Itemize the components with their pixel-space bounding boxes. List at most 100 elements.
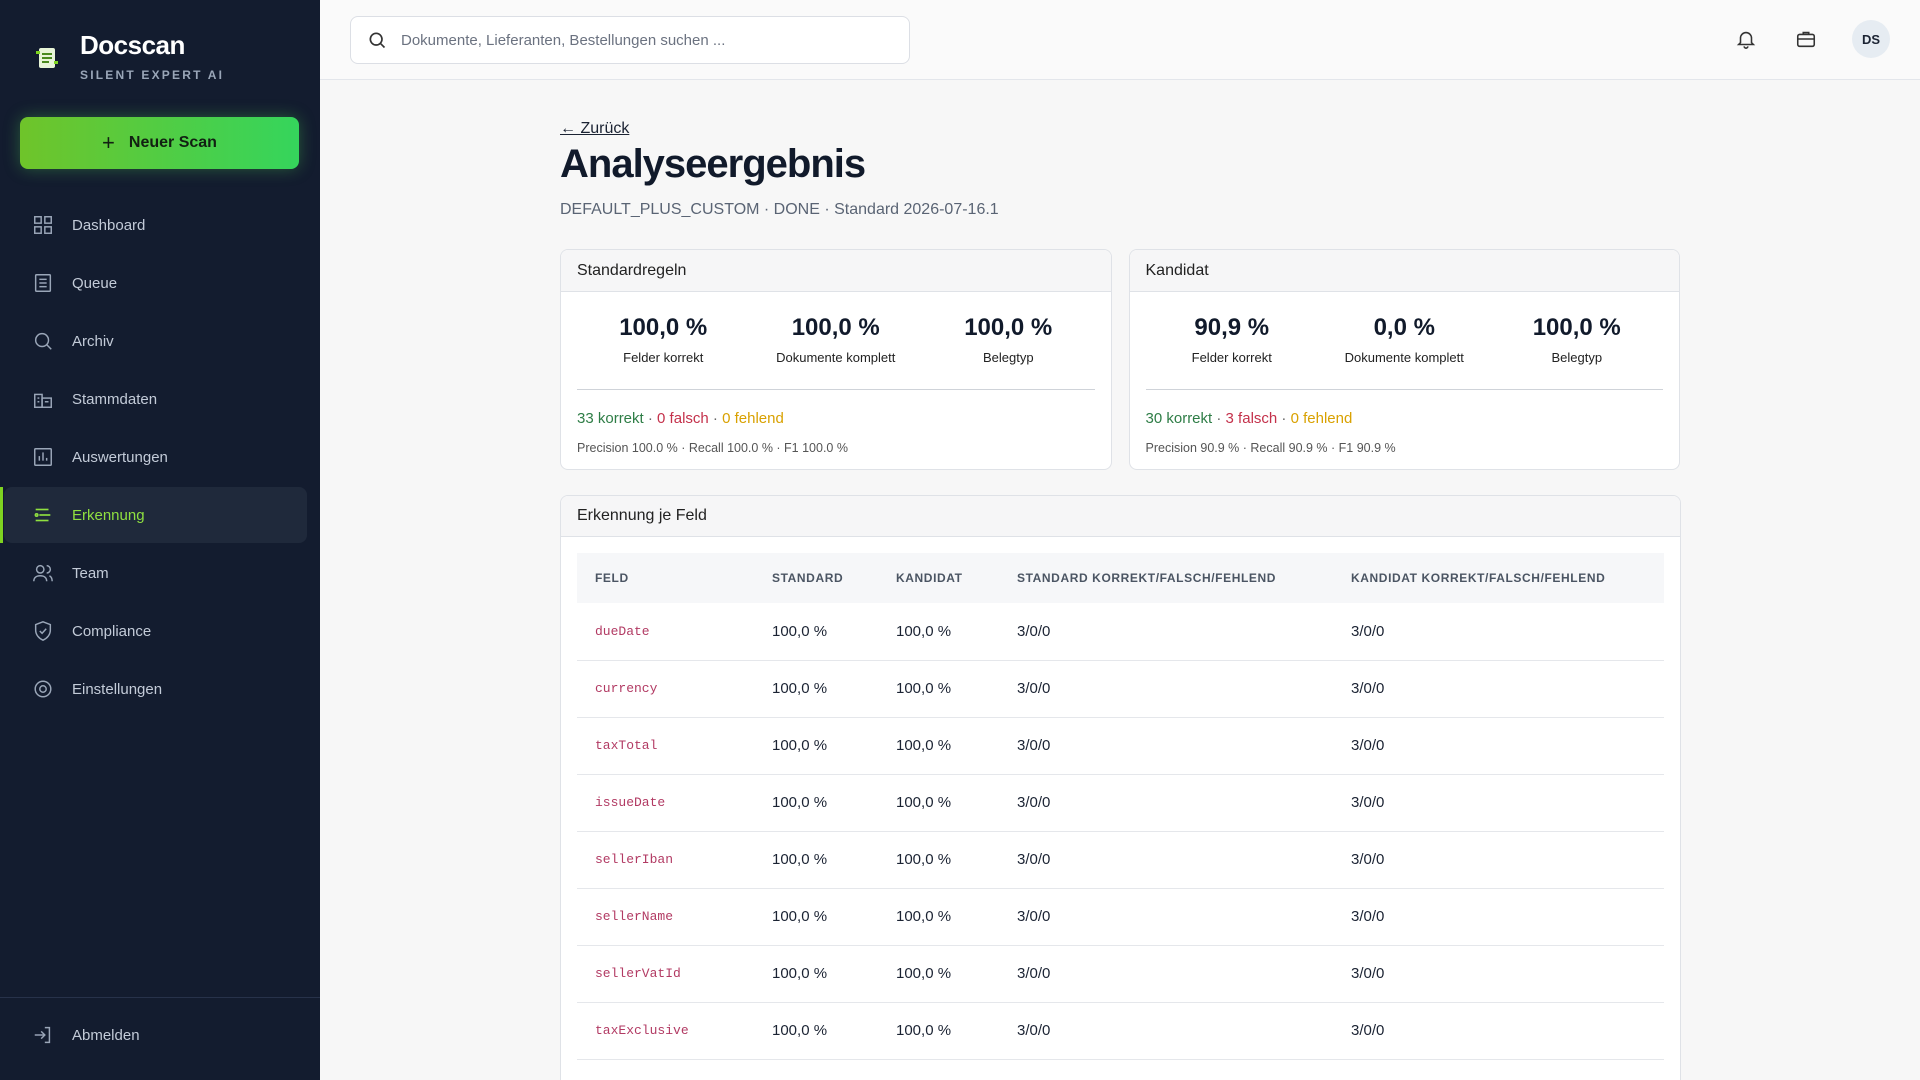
card-standardregeln: Standardregeln 100,0 % Felder korrekt 10… [560,249,1112,470]
count-missing: 0 fehlend [722,410,784,427]
brand-subtitle: SILENT EXPERT AI [80,68,225,82]
metric-value: 0,0 % [1373,314,1435,341]
table-row: sellerIban 100,0 % 100,0 % 3/0/0 3/0/0 [577,831,1664,889]
metric: 100,0 % Belegtyp [922,314,1095,389]
sidebar-item-team[interactable]: Team [4,545,307,601]
kandidat-cell: 100,0 % [878,831,999,889]
list-icon [34,274,52,292]
logout-button[interactable]: Abmelden [0,998,320,1072]
table-header-row: FELD STANDARD KANDIDAT STANDARD KORREKT/… [577,553,1664,603]
count-missing: 0 fehlend [1290,410,1353,427]
standard-counts-cell: 3/0/0 [999,603,1333,661]
chart-icon [34,448,52,466]
shield-icon [34,621,52,641]
kandidat-cell: 100,0 % [878,774,999,832]
sidebar-item-einstellungen[interactable]: Einstellungen [4,661,307,717]
kandidat-counts-cell: 3/0/0 [1333,603,1664,661]
metric-label: Felder korrekt [623,350,704,365]
column-header: STANDARD KORREKT/FALSCH/FEHLEND [999,553,1333,603]
metric-label: Felder korrekt [1191,350,1272,365]
kandidat-counts-cell: 3/0/0 [1333,717,1664,775]
card-title: Kandidat [1129,250,1679,292]
metrics-row: 100,0 % Felder korrekt 100,0 % Dokumente… [577,314,1095,390]
back-link[interactable]: ← Zurück [560,120,630,137]
sidebar-item-queue[interactable]: Queue [4,255,307,311]
sidebar-item-erkennung[interactable]: Erkennung [0,487,307,543]
column-header: KANDIDAT [878,553,999,603]
sidebar-item-label: Auswertungen [72,448,168,466]
kandidat-counts-cell: 3/0/0 [1333,945,1664,1003]
precision-recall-line: Precision 90.9 % · Recall 90.9 % · F1 90… [1145,441,1396,455]
kandidat-cell: 100,0 % [878,660,999,718]
table-row: dueDate 100,0 % 100,0 % 3/0/0 3/0/0 [577,603,1664,661]
standard-cell: 100,0 % [754,831,878,889]
metrics-row: 90,9 % Felder korrekt 0,0 % Dokumente ko… [1145,314,1664,390]
standard-counts-cell: 3/0/0 [999,888,1333,946]
topbar: DS [320,0,1920,80]
metric: 100,0 % Belegtyp [1491,314,1664,389]
count-correct: 33 korrekt [577,410,644,427]
field-name: sellerIban [577,831,754,889]
standard-cell: 100,0 % [754,1002,878,1060]
avatar[interactable]: DS [1852,20,1890,58]
logout-label: Abmelden [72,1026,140,1044]
standard-counts-cell: 3/0/0 [999,1002,1333,1060]
field-name: taxTotal [577,717,754,775]
count-correct: 30 korrekt [1145,410,1213,427]
standard-cell: 100,0 % [754,888,878,946]
sidebar-item-label: Compliance [72,622,152,640]
bell-icon[interactable] [1732,25,1760,53]
table-row: sellerName 100,0 % 100,0 % 3/0/0 3/0/0 [577,888,1664,946]
card-title: Erkennung je Feld [561,496,1680,537]
standard-cell: 100,0 % [754,660,878,718]
topbar-actions: DS [1732,20,1890,58]
sidebar-item-auswertungen[interactable]: Auswertungen [4,429,307,485]
sidebar-item-label: Erkennung [72,506,145,524]
sidebar-footer: Abmelden [0,997,320,1072]
field-name: currency [577,660,754,718]
new-scan-button[interactable]: + Neuer Scan [20,117,299,169]
sidebar-item-dashboard[interactable]: Dashboard [4,197,307,253]
standard-counts-cell: 3/0/0 [999,831,1333,889]
kandidat-cell: 100,0 % [878,603,999,661]
standard-cell: 100,0 % [754,945,878,1003]
kandidat-cell: 100,0 % [878,945,999,1003]
column-header: STANDARD [754,553,878,603]
kandidat-counts-cell: 3/0/0 [1333,888,1664,946]
users-icon [33,564,53,582]
filter-lines-icon [34,508,51,522]
kandidat-cell: 100,0 % [878,888,999,946]
main-content: ← Zurück Analyseergebnis DEFAULT_PLUS_CU… [560,120,1681,1080]
search-box[interactable] [350,16,910,64]
count-wrong: 0 falsch [657,410,709,427]
metric-value: 90,9 % [1194,314,1270,341]
metric-value: 100,0 % [1532,314,1621,341]
precision-recall-line: Precision 100.0 % · Recall 100.0 % · F1 … [577,441,848,455]
docscan-logo-icon [34,45,60,71]
metric-label: Belegtyp [1551,350,1603,365]
standard-cell: 100,0 % [754,603,878,661]
table-row: currency 100,0 % 100,0 % 3/0/0 3/0/0 [577,660,1664,718]
page-subtitle: DEFAULT_PLUS_CUSTOM · DONE · Standard 20… [560,201,999,218]
new-scan-label: Neuer Scan [128,134,217,151]
plus-icon: + [102,130,115,155]
sidebar-item-stammdaten[interactable]: Stammdaten [4,371,307,427]
standard-cell: 100,0 % [754,774,878,832]
logout-icon [34,1026,51,1044]
sidebar: Docscan SILENT EXPERT AI + Neuer Scan Da… [0,0,320,1080]
sidebar-item-archiv[interactable]: Archiv [4,313,307,369]
brand: Docscan SILENT EXPERT AI [34,28,224,82]
briefcase-icon[interactable] [1792,25,1820,53]
sidebar-item-compliance[interactable]: Compliance [4,603,307,659]
building-icon [34,393,52,408]
kandidat-counts-cell: 3/0/0 [1333,660,1664,718]
search-input[interactable] [401,31,881,49]
counts-line: 33 korrekt · 0 falsch · 0 fehlend [577,410,784,427]
counts-line: 30 korrekt · 3 falsch · 0 fehlend [1145,410,1353,427]
standard-cell: 100,0 % [754,717,878,775]
field-name: issueDate [577,774,754,832]
metric: 100,0 % Felder korrekt [577,314,750,389]
page-title: Analyseergebnis [560,142,866,186]
sidebar-item-label: Stammdaten [72,390,158,408]
standard-counts-cell: 3/0/0 [999,660,1333,718]
